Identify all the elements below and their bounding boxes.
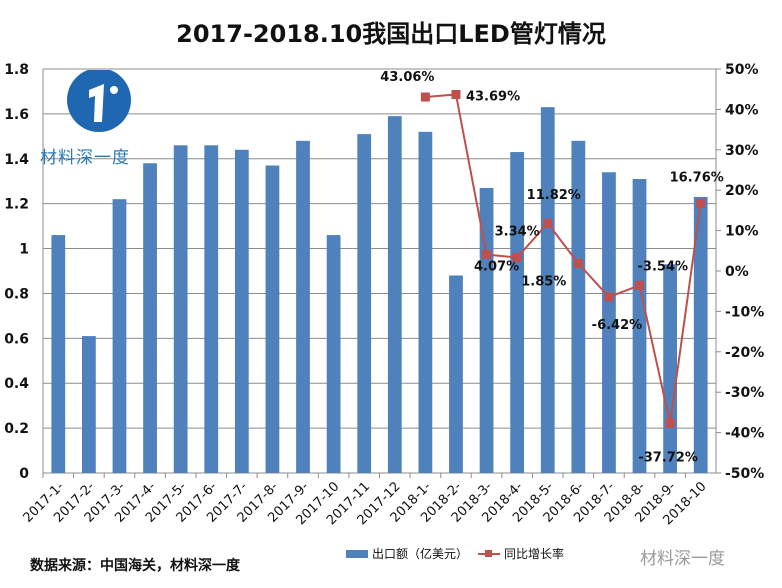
legend: 出口额（亿美元） 同比增长率: [346, 545, 564, 562]
bar: [204, 145, 219, 474]
data-source: 数据来源：中国海关，材料深一度: [30, 558, 240, 574]
bar: [265, 165, 280, 473]
bar: [112, 199, 127, 473]
bar: [387, 116, 402, 473]
y-tick-right: 0%: [725, 264, 749, 280]
legend-line-swatch: [478, 549, 501, 557]
data-label: -37.72%: [638, 450, 698, 465]
bar: [357, 134, 372, 474]
bar: [234, 149, 249, 474]
y-tick-right: -30%: [725, 385, 764, 401]
data-label: 3.34%: [495, 225, 540, 240]
bar: [571, 140, 586, 474]
watermark: 材料深一度: [640, 549, 725, 569]
growth-point: [543, 218, 553, 228]
logo-icon: [67, 70, 131, 132]
growth-point: [696, 198, 706, 208]
bar: [296, 140, 310, 474]
legend-bar-label: 出口额（亿美元）: [372, 547, 469, 561]
y-tick-right: -50%: [725, 466, 764, 482]
growth-point: [512, 253, 522, 263]
y-tick-left: 0: [19, 466, 29, 482]
y-tick-left: 1.8: [4, 62, 29, 78]
y-tick-left: 1.6: [4, 107, 29, 123]
y-tick-left: 0.2: [4, 421, 29, 437]
bar: [632, 178, 647, 473]
bar: [173, 145, 188, 474]
logo-text: 材料深一度: [40, 148, 130, 168]
data-label: 43.69%: [466, 89, 520, 104]
bar: [418, 131, 433, 473]
y-tick-left: 1.2: [4, 197, 29, 213]
y-tick-right: -10%: [725, 304, 764, 320]
y-tick-left: 0.6: [4, 331, 29, 347]
y-tick-right: 30%: [725, 143, 759, 159]
bar: [693, 196, 708, 473]
bar: [82, 336, 96, 473]
y-tick-right: 10%: [725, 224, 759, 240]
y-tick-left: 0.4: [4, 376, 29, 392]
bar: [143, 163, 157, 473]
y-tick-right: -40%: [725, 426, 764, 442]
chart-title: 2017-2018.10我国出口LED管灯情况: [176, 20, 606, 48]
data-label: 16.76%: [670, 170, 724, 185]
legend-bar-swatch: [346, 549, 368, 558]
y-tick-left: 1: [19, 242, 29, 258]
legend-line-label: 同比增长率: [504, 547, 565, 561]
data-label: 43.06%: [380, 70, 434, 85]
growth-point: [665, 418, 675, 428]
growth-line: [425, 93, 702, 424]
growth-point: [635, 280, 645, 290]
data-label: -3.54%: [638, 259, 689, 274]
data-label: 4.07%: [474, 260, 519, 275]
y-tick-left: 1.4: [4, 152, 29, 168]
data-label: 11.82%: [527, 188, 581, 203]
y-tick-right: 40%: [725, 102, 759, 118]
growth-point: [573, 259, 583, 269]
growth-point: [451, 89, 461, 99]
bar: [510, 152, 525, 474]
bar: [51, 235, 66, 473]
y-tick-right: 20%: [725, 183, 759, 199]
data-label: -6.42%: [592, 318, 643, 333]
y-tick-left: 0.8: [4, 286, 29, 302]
growth-point: [420, 92, 430, 102]
growth-point: [482, 250, 492, 260]
bar: [479, 187, 494, 473]
data-label: 1.85%: [521, 275, 566, 290]
y-tick-right: 50%: [725, 62, 759, 78]
bar: [602, 172, 616, 473]
bar: [449, 275, 463, 473]
growth-point: [604, 292, 614, 302]
bar: [663, 264, 677, 473]
y-tick-right: -20%: [725, 345, 764, 361]
bar: [540, 107, 555, 474]
bar: [326, 235, 341, 473]
